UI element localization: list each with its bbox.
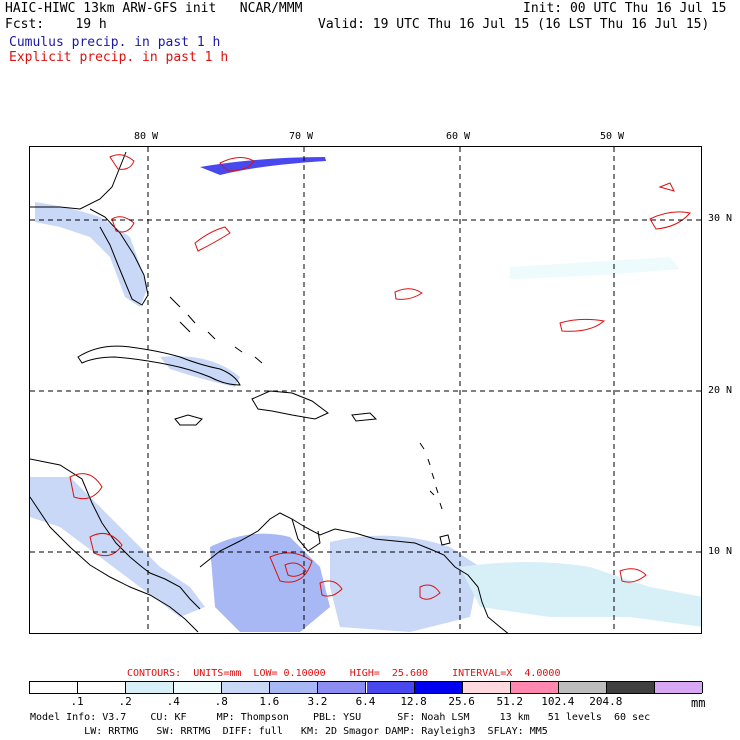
- colorbar-unit: mm: [691, 696, 706, 710]
- colorbar-tick-label: 51.2: [496, 695, 523, 708]
- contour-info: CONTOURS: UNITS=mm LOW= 0.10000 HIGH= 25…: [127, 668, 561, 679]
- init-time: Init: 00 UTC Thu 16 Jul 15: [523, 1, 727, 16]
- coast-colombia-venezuela: [199, 512, 509, 633]
- header-title: HAIC-HIWC 13km ARW-GFS init NCAR/MMM: [5, 1, 303, 16]
- precip-shade-cuba: [160, 356, 240, 387]
- coast-bahamas: [169, 296, 263, 364]
- contour-east-atlantic-2: [649, 211, 691, 230]
- coast-puerto-rico: [351, 412, 378, 422]
- contour-east-atlantic-3: [658, 182, 675, 192]
- colorbar-tick-label: 6.4: [355, 695, 376, 708]
- precip-shade-guiana: [460, 562, 701, 627]
- contour-colombia-2: [284, 562, 307, 577]
- coast-us-east: [30, 151, 127, 210]
- coast-hispaniola: [251, 390, 329, 420]
- coast-jamaica: [174, 414, 203, 426]
- coast-lesser-antilles: [419, 442, 443, 510]
- colorbar-tick-label: 1.6: [259, 695, 280, 708]
- colorbar-cell: [510, 682, 559, 693]
- cumulus-precip-areas: [30, 157, 701, 632]
- contour-east-atlantic-1: [559, 318, 606, 332]
- model-physics: LW: RRTMG SW: RRTMG DIFF: full KM: 2D Sm…: [30, 726, 548, 737]
- contour-florida-central: [111, 216, 135, 233]
- colorbar-cell: [78, 682, 127, 693]
- contour-colombia-3: [319, 580, 343, 597]
- forecast-hour: Fcst: 19 h: [5, 17, 107, 32]
- lat-label-10n: 10 N: [708, 546, 733, 557]
- legend-cumulus: Cumulus precip. in past 1 h: [9, 35, 221, 50]
- colorbar-tick-label: 3.2: [307, 695, 328, 708]
- coast-central-america: [30, 458, 201, 610]
- precip-shade-north-atlantic: [200, 157, 326, 175]
- lon-label-50w: 50 W: [600, 131, 625, 142]
- colorbar-tick-label: .8: [214, 695, 228, 708]
- contour-central-america-2: [89, 532, 123, 557]
- colorbar-tick-label: 12.8: [400, 695, 427, 708]
- lat-label-20n: 20 N: [708, 385, 733, 396]
- colorbar-cell: [270, 682, 319, 693]
- legend-explicit: Explicit precip. in past 1 h: [9, 50, 229, 65]
- colorbar-cell: [318, 682, 367, 693]
- contour-venezuela-1: [419, 584, 441, 600]
- coast-trinidad: [439, 534, 451, 546]
- colorbar-cell: [558, 682, 607, 693]
- colorbar-tick-label: .1: [70, 695, 84, 708]
- coast-central-america-pacific: [30, 496, 199, 633]
- colorbar-cell: [30, 682, 79, 693]
- colorbar-cell: [606, 682, 655, 693]
- valid-time: Valid: 19 UTC Thu 16 Jul 15 (16 LST Thu …: [318, 17, 710, 32]
- colorbar-cell: [174, 682, 223, 693]
- colorbar-tick-label: 204.8: [589, 695, 623, 708]
- colorbar: [29, 681, 703, 694]
- contour-florida-north: [109, 154, 135, 170]
- map-canvas: [30, 147, 701, 633]
- contour-colombia-1: [269, 552, 313, 583]
- explicit-precip-contours: [69, 154, 691, 600]
- coast-lake-maracaibo: [291, 518, 321, 552]
- coast-florida: [89, 208, 149, 306]
- lon-label-80w: 80 W: [134, 131, 159, 142]
- precip-shade-central-america: [30, 477, 205, 617]
- contour-central-atlantic: [394, 288, 423, 300]
- colorbar-cell: [414, 682, 463, 693]
- lat-label-30n: 30 N: [708, 213, 733, 224]
- model-info: Model Info: V3.7 CU: KF MP: Thompson PBL…: [30, 712, 651, 723]
- colorbar-tick-label: 25.6: [448, 695, 475, 708]
- lon-label-60w: 60 W: [446, 131, 471, 142]
- contour-central-america-1: [69, 473, 103, 500]
- precip-map: [29, 146, 702, 634]
- precip-shade-mid-atlantic: [510, 257, 680, 279]
- colorbar-tick-label: .4: [166, 695, 180, 708]
- colorbar-cell: [126, 682, 175, 693]
- lon-label-70w: 70 W: [289, 131, 314, 142]
- contour-guiana-1: [619, 568, 647, 583]
- contour-atlantic-north: [219, 157, 255, 172]
- colorbar-cell: [366, 682, 415, 693]
- colorbar-cell: [462, 682, 511, 693]
- contour-bahamas: [194, 226, 231, 252]
- precip-shade-colombia: [210, 533, 330, 632]
- colorbar-tick-label: .2: [118, 695, 132, 708]
- colorbar-cell: [222, 682, 271, 693]
- precip-shade-florida: [35, 202, 148, 307]
- colorbar-tick-label: 102.4: [541, 695, 575, 708]
- latlon-grid: [30, 147, 701, 633]
- colorbar-cell: [654, 682, 703, 693]
- precip-shade-venezuela: [330, 535, 480, 632]
